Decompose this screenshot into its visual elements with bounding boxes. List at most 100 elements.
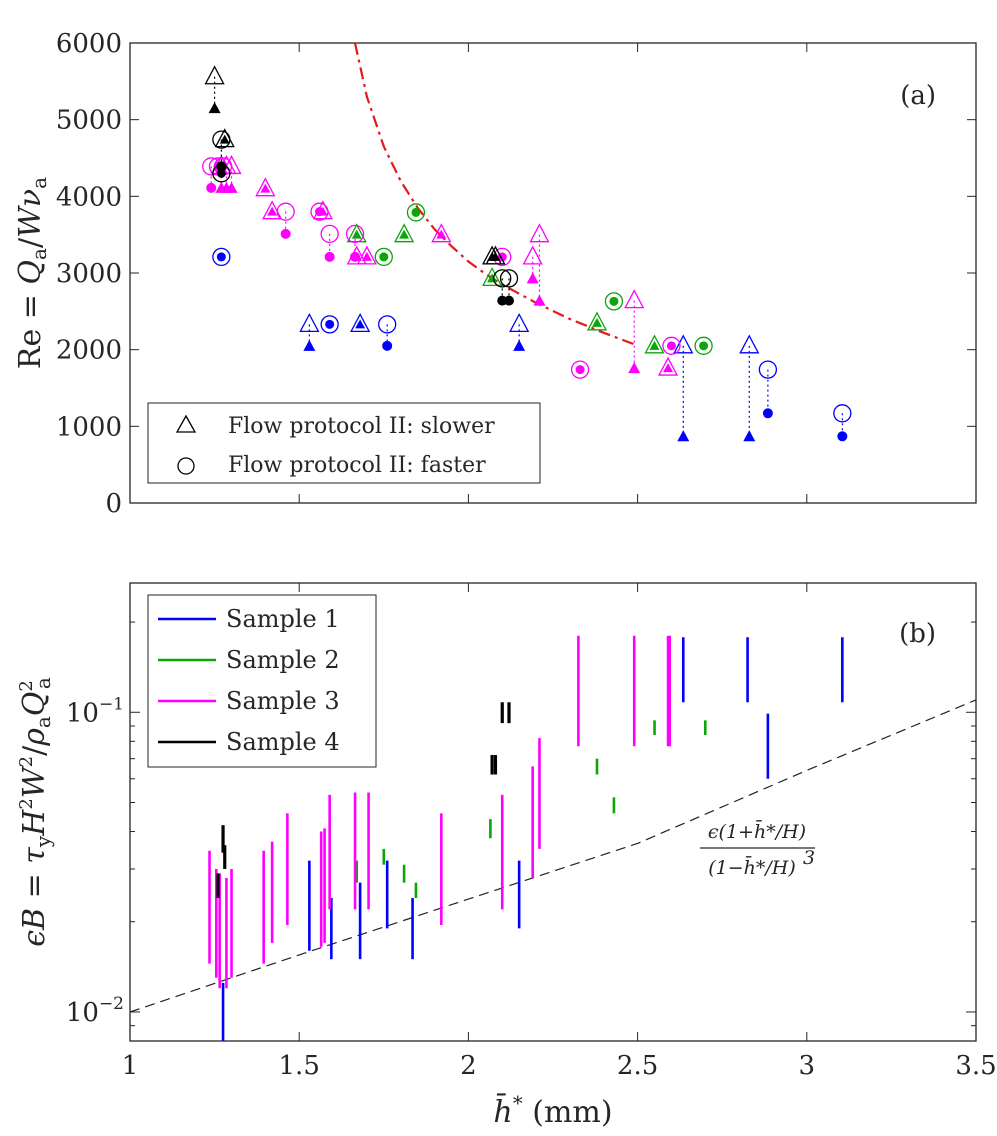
point-open-triangle [586, 311, 608, 331]
point-filled-circle [216, 161, 227, 172]
legend-entry-sample-3: Sample 3 [226, 687, 340, 715]
point-inner-triangle [355, 319, 366, 329]
legend-entry-faster: Flow protocol II: faster [228, 453, 486, 478]
point-open-triangle [485, 245, 506, 265]
point-inner-triangle [219, 134, 230, 144]
point-inner-triangle [591, 317, 602, 327]
panel-b-y-tick-label: 10−2 [66, 994, 124, 1028]
point-filled-triangle [526, 272, 539, 284]
panel-b-legend: Sample 1 Sample 2 Sample 3 Sample 4 [147, 594, 377, 768]
point-filled-circle [762, 408, 773, 419]
point-open-circle [212, 247, 231, 267]
point-open-triangle [350, 312, 371, 333]
point-inner-circle [216, 252, 226, 262]
panel-a-y-tick-label: 5000 [56, 106, 122, 136]
point-open-circle [604, 292, 624, 311]
point-open-triangle [482, 266, 503, 287]
point-inner-circle [666, 341, 676, 351]
point-inner-circle [216, 168, 226, 178]
point-open-circle [493, 269, 512, 288]
curve-label-denominator: (1−h̄*/H) [708, 855, 796, 879]
point-inner-triangle [436, 229, 447, 239]
point-inner-triangle [663, 363, 674, 373]
point-open-circle [662, 336, 681, 355]
point-open-triangle [394, 223, 415, 243]
point-inner-triangle [487, 273, 498, 283]
point-inner-triangle [260, 183, 271, 193]
panel-a-y-tick-label: 3000 [56, 259, 122, 289]
model-curve-line [129, 699, 977, 1013]
point-open-triangle [255, 177, 276, 197]
point-open-triangle [673, 334, 694, 354]
point-filled-circle [350, 251, 361, 262]
point-open-circle [374, 247, 393, 267]
point-open-circle [499, 269, 519, 288]
point-filled-circle [837, 431, 848, 442]
legend-entry-sample-1: Sample 1 [226, 605, 340, 633]
point-inner-triangle [361, 251, 372, 261]
point-open-circle [833, 404, 852, 423]
panel-a: 0 1000 2000 3000 4000 5000 6000 (a) Flow proto… [13, 29, 977, 519]
point-open-circle [212, 130, 231, 149]
point-inner-triangle [351, 229, 362, 239]
panel-b-x-axis-label: h̄* (mm) [493, 1091, 612, 1130]
panel-b-model-curve [129, 699, 977, 1013]
point-inner-circle [315, 207, 325, 217]
panel-b-x-ticks: 1 1.5 2 2.5 3 3.5 [122, 583, 997, 1081]
point-open-circle [310, 202, 329, 221]
panel-a-y-tick-label: 6000 [56, 29, 122, 59]
point-inner-circle [411, 207, 421, 217]
point-inner-triangle [267, 206, 278, 216]
panel-b-label: (b) [899, 619, 936, 649]
legend-triangle-marker [175, 414, 197, 433]
point-inner-triangle [490, 251, 501, 261]
point-inner-circle [575, 365, 585, 375]
panel-a-y-axis-label: Re = Qa/Wνa [13, 177, 51, 369]
point-filled-triangle [208, 102, 221, 114]
panel-a-y-ticks: 0 1000 2000 3000 4000 5000 6000 [56, 29, 976, 519]
point-open-circle [276, 202, 295, 221]
point-open-triangle [204, 65, 225, 85]
point-inner-triangle [649, 340, 660, 350]
curve-label-exponent: 3 [803, 847, 815, 869]
point-open-circle [758, 360, 778, 379]
legend-entry-sample-4: Sample 4 [226, 728, 340, 756]
point-open-triangle [262, 200, 283, 220]
point-open-circle [345, 224, 365, 244]
point-inner-circle [325, 319, 335, 329]
panel-a-x-ticks [129, 43, 977, 503]
point-filled-triangle [677, 430, 690, 442]
panel-b-x-tick-label: 1.5 [279, 1051, 320, 1081]
panel-a-y-tick-label: 4000 [56, 182, 122, 212]
panel-b-y-tick-label: 10−1 [66, 694, 124, 728]
panel-a-y-tick-label: 1000 [56, 412, 122, 442]
point-open-triangle [624, 289, 645, 309]
point-filled-triangle [628, 362, 641, 374]
point-filled-circle [324, 251, 335, 262]
point-filled-circle [206, 182, 217, 193]
point-open-triangle [509, 312, 530, 333]
point-open-triangle [644, 334, 665, 354]
panel-b-x-tick-label: 3.5 [955, 1051, 996, 1081]
panel-a-y-tick-label: 0 [105, 489, 122, 519]
panel-a-points [202, 65, 852, 442]
panel-b-x-tick-label: 1 [122, 1051, 139, 1081]
point-open-circle [570, 360, 590, 379]
panel-a-label: (a) [900, 81, 936, 111]
point-filled-triangle [513, 339, 526, 351]
legend-entry-slower: Flow protocol II: slower [228, 414, 495, 439]
panel-a-legend: Flow protocol II: slower Flow protocol I… [147, 402, 541, 484]
point-open-circle [320, 315, 339, 334]
point-open-triangle [522, 245, 543, 265]
panel-b-legend-box [147, 594, 377, 768]
point-open-triangle [739, 334, 760, 354]
point-open-triangle [356, 245, 377, 265]
panel-b-x-tick-label: 2 [460, 1051, 477, 1081]
point-inner-circle [609, 296, 619, 306]
panel-a-legend-box [147, 402, 541, 484]
panel-b-x-tick-label: 2.5 [617, 1051, 658, 1081]
point-filled-circle [280, 228, 291, 239]
point-open-triangle [657, 356, 679, 376]
point-open-circle [694, 336, 713, 355]
